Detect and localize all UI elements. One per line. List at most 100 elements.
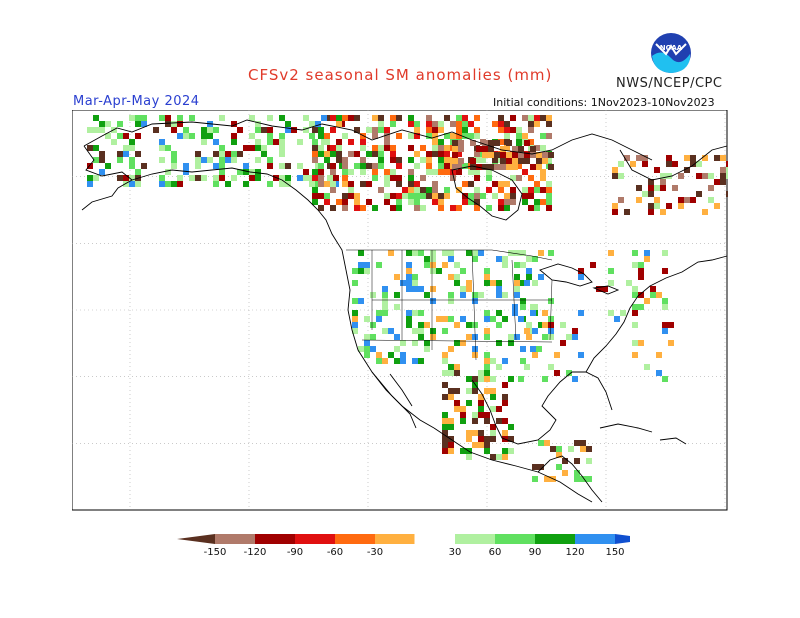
anomaly-cell bbox=[237, 151, 243, 157]
anomaly-cell bbox=[456, 163, 462, 169]
anomaly-cell bbox=[442, 436, 448, 442]
anomaly-cell bbox=[496, 280, 502, 286]
anomaly-cell bbox=[632, 262, 638, 268]
anomaly-cell bbox=[183, 169, 189, 175]
anomaly-cell bbox=[219, 151, 225, 157]
anomaly-cell bbox=[486, 205, 492, 211]
anomaly-cell bbox=[478, 292, 484, 298]
anomaly-cell bbox=[540, 145, 546, 151]
map-title: CFSv2 seasonal SM anomalies (mm) bbox=[248, 66, 553, 84]
anomaly-cell bbox=[267, 139, 273, 145]
anomaly-cell bbox=[402, 187, 408, 193]
anomaly-cell bbox=[354, 127, 360, 133]
anomaly-cell bbox=[538, 440, 544, 446]
anomaly-cell bbox=[484, 448, 490, 454]
anomaly-cell bbox=[474, 151, 480, 157]
anomaly-cell bbox=[720, 167, 726, 173]
anomaly-cell bbox=[390, 175, 396, 181]
anomaly-cell bbox=[522, 115, 528, 121]
anomaly-cell bbox=[530, 164, 536, 170]
anomaly-cell bbox=[352, 322, 358, 328]
anomaly-cell bbox=[614, 316, 620, 322]
anomaly-cell bbox=[384, 139, 390, 145]
anomaly-cell bbox=[396, 181, 402, 187]
anomaly-cell bbox=[494, 152, 500, 158]
anomaly-cell bbox=[348, 115, 354, 121]
anomaly-cell bbox=[388, 352, 394, 358]
anomaly-cell bbox=[508, 340, 514, 346]
anomaly-cell bbox=[490, 454, 496, 460]
anomaly-cell bbox=[442, 370, 448, 376]
anomaly-cell bbox=[93, 145, 99, 151]
anomaly-cell bbox=[225, 181, 231, 187]
anomaly-cell bbox=[394, 334, 400, 340]
anomaly-cell bbox=[255, 121, 261, 127]
anomaly-cell bbox=[279, 145, 285, 151]
anomaly-cell bbox=[378, 115, 384, 121]
anomaly-cell bbox=[412, 310, 418, 316]
anomaly-cell bbox=[562, 458, 568, 464]
anomaly-cell bbox=[504, 121, 510, 127]
anomaly-cell bbox=[414, 133, 420, 139]
anomaly-cell bbox=[656, 352, 662, 358]
anomaly-cell bbox=[372, 127, 378, 133]
anomaly-cell bbox=[708, 185, 714, 191]
anomaly-cell bbox=[708, 197, 714, 203]
anomaly-cell bbox=[456, 169, 462, 175]
anomaly-cell bbox=[312, 193, 318, 199]
anomaly-cell bbox=[426, 187, 432, 193]
anomaly-cell bbox=[129, 145, 135, 151]
anomaly-cell bbox=[195, 157, 201, 163]
anomaly-cell bbox=[474, 175, 480, 181]
anomaly-cell bbox=[438, 163, 444, 169]
anomaly-cell bbox=[348, 169, 354, 175]
anomaly-cell bbox=[213, 175, 219, 181]
anomaly-cell bbox=[171, 181, 177, 187]
anomaly-cell bbox=[536, 346, 542, 352]
anomaly-cell bbox=[342, 199, 348, 205]
anomaly-cell bbox=[330, 163, 336, 169]
anomaly-cell bbox=[510, 127, 516, 133]
anomaly-cell bbox=[504, 193, 510, 199]
anomaly-cell bbox=[330, 205, 336, 211]
anomaly-cell bbox=[696, 191, 702, 197]
anomaly-cell bbox=[420, 145, 426, 151]
anomaly-cell bbox=[213, 127, 219, 133]
anomaly-cell bbox=[135, 151, 141, 157]
season-label: Mar-Apr-May 2024 bbox=[73, 94, 200, 109]
anomaly-cell bbox=[436, 268, 442, 274]
anomaly-cell bbox=[448, 394, 454, 400]
anomaly-cell bbox=[644, 298, 650, 304]
anomaly-cell bbox=[432, 151, 438, 157]
anomaly-cell bbox=[159, 145, 165, 151]
legend-label: 60 bbox=[489, 547, 502, 558]
legend-boxes bbox=[177, 533, 630, 545]
anomaly-cell bbox=[690, 155, 696, 161]
anomaly-cell bbox=[396, 199, 402, 205]
anomaly-cell bbox=[648, 209, 654, 215]
anomaly-cell bbox=[448, 370, 454, 376]
anomaly-cell bbox=[450, 175, 456, 181]
anomaly-cell bbox=[267, 127, 273, 133]
anomaly-cell bbox=[578, 352, 584, 358]
anomaly-cell bbox=[364, 316, 370, 322]
anomaly-cell bbox=[462, 133, 468, 139]
anomaly-cell bbox=[490, 316, 496, 322]
anomaly-cell bbox=[540, 175, 546, 181]
anomaly-cell bbox=[574, 458, 580, 464]
legend-box bbox=[414, 533, 456, 545]
anomaly-cell bbox=[530, 346, 536, 352]
anomaly-cell bbox=[662, 328, 668, 334]
anomaly-cell bbox=[225, 157, 231, 163]
anomaly-cell bbox=[219, 115, 225, 121]
anomaly-cell bbox=[516, 133, 522, 139]
anomaly-cell bbox=[195, 163, 201, 169]
anomaly-cell bbox=[370, 292, 376, 298]
anomaly-cell bbox=[171, 163, 177, 169]
anomaly-cell bbox=[390, 145, 396, 151]
anomaly-cell bbox=[662, 250, 668, 256]
anomaly-cell bbox=[702, 209, 708, 215]
anomaly-cell bbox=[444, 133, 450, 139]
anomaly-cell bbox=[460, 268, 466, 274]
anomaly-cell bbox=[358, 298, 364, 304]
